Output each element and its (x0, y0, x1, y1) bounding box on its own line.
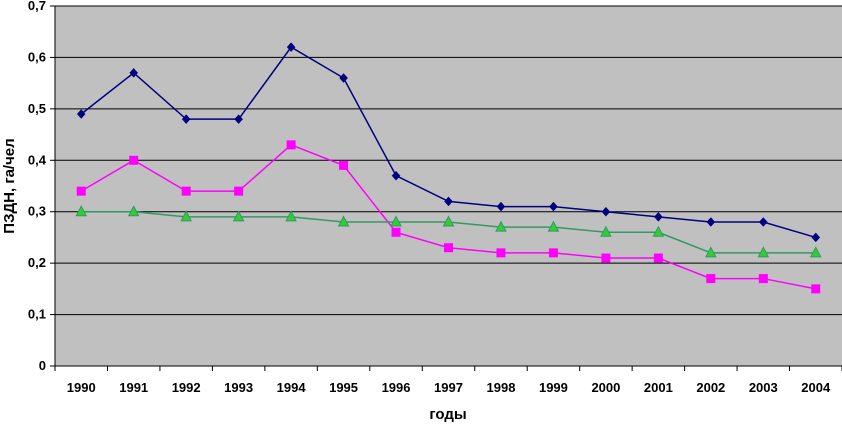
x-tick-label: 1999 (539, 380, 568, 395)
x-tick-label: 1992 (172, 380, 201, 395)
plot-area (55, 6, 842, 366)
data-point (653, 253, 663, 263)
data-point (601, 253, 611, 263)
data-point (76, 186, 86, 196)
series-layer (75, 42, 822, 294)
data-point (129, 155, 139, 165)
y-tick-labels: 0 0,1 0,2 0,3 0,4 0,5 0,6 0,7 (28, 0, 55, 373)
data-point (391, 227, 401, 237)
data-point (180, 210, 192, 222)
x-tick-label: 1990 (67, 380, 96, 395)
series-1 (76, 42, 821, 243)
x-tick-label: 1991 (119, 380, 148, 395)
data-point (600, 225, 612, 237)
data-point (496, 201, 506, 212)
data-point (286, 42, 296, 53)
data-point (391, 170, 401, 181)
data-point (496, 248, 506, 258)
series-3 (75, 205, 822, 258)
data-point (444, 196, 453, 207)
data-point (706, 274, 716, 284)
data-point (234, 186, 244, 196)
x-tick-label: 2004 (801, 380, 831, 395)
x-tick-label: 1996 (382, 380, 411, 395)
data-point (547, 220, 560, 232)
data-point (390, 215, 402, 227)
x-tick-label: 1993 (224, 380, 253, 395)
data-point (652, 225, 665, 237)
data-point (811, 284, 821, 294)
y-tick-label: 0,7 (28, 0, 46, 13)
y-tick-label: 0,3 (28, 204, 46, 219)
series-2 (76, 140, 821, 294)
data-point (757, 246, 770, 258)
y-tick-label: 0,2 (28, 255, 46, 270)
data-point (758, 217, 768, 227)
data-point (549, 201, 558, 212)
data-point (286, 140, 296, 150)
x-tick-label: 2002 (696, 380, 725, 395)
data-point (339, 160, 349, 170)
data-point (181, 114, 191, 125)
data-point (442, 215, 455, 227)
data-point (758, 274, 768, 284)
data-point (548, 248, 558, 258)
data-point (127, 205, 140, 217)
data-point (495, 220, 507, 232)
data-point (337, 215, 350, 227)
x-tick-label: 1994 (277, 380, 307, 395)
data-point (601, 206, 611, 217)
data-point (232, 210, 245, 222)
data-point (181, 186, 191, 196)
data-point (75, 205, 88, 217)
data-point (706, 217, 716, 227)
x-tick-label: 2000 (591, 380, 620, 395)
data-point (444, 243, 453, 253)
y-tick-label: 0,6 (28, 49, 46, 64)
data-point (811, 232, 821, 243)
y-tick-label: 0 (39, 358, 46, 373)
x-tick-labels: 1990 1991 1992 1993 1994 1995 1996 1997 1998 1999… (54, 366, 842, 395)
y-tick-label: 0,5 (28, 101, 46, 116)
x-tick-label: 1997 (434, 380, 463, 395)
y-tick-label: 0,4 (28, 152, 47, 167)
data-point (76, 109, 86, 119)
data-point (809, 246, 822, 258)
data-point (129, 67, 139, 78)
x-tick-label: 1998 (487, 380, 516, 395)
x-tick-label: 2003 (749, 380, 778, 395)
y-tick-label: 0,1 (28, 307, 46, 322)
data-point (234, 114, 243, 125)
y-axis-title: ПЗДН, га/чел (1, 138, 18, 233)
x-tick-label: 2001 (644, 380, 673, 395)
data-point (339, 73, 348, 83)
axes (54, 6, 842, 367)
x-tick-label: 1995 (329, 380, 358, 395)
x-axis-title: годы (429, 406, 466, 423)
data-point (705, 246, 717, 258)
data-point (654, 211, 663, 222)
data-point (285, 210, 297, 222)
